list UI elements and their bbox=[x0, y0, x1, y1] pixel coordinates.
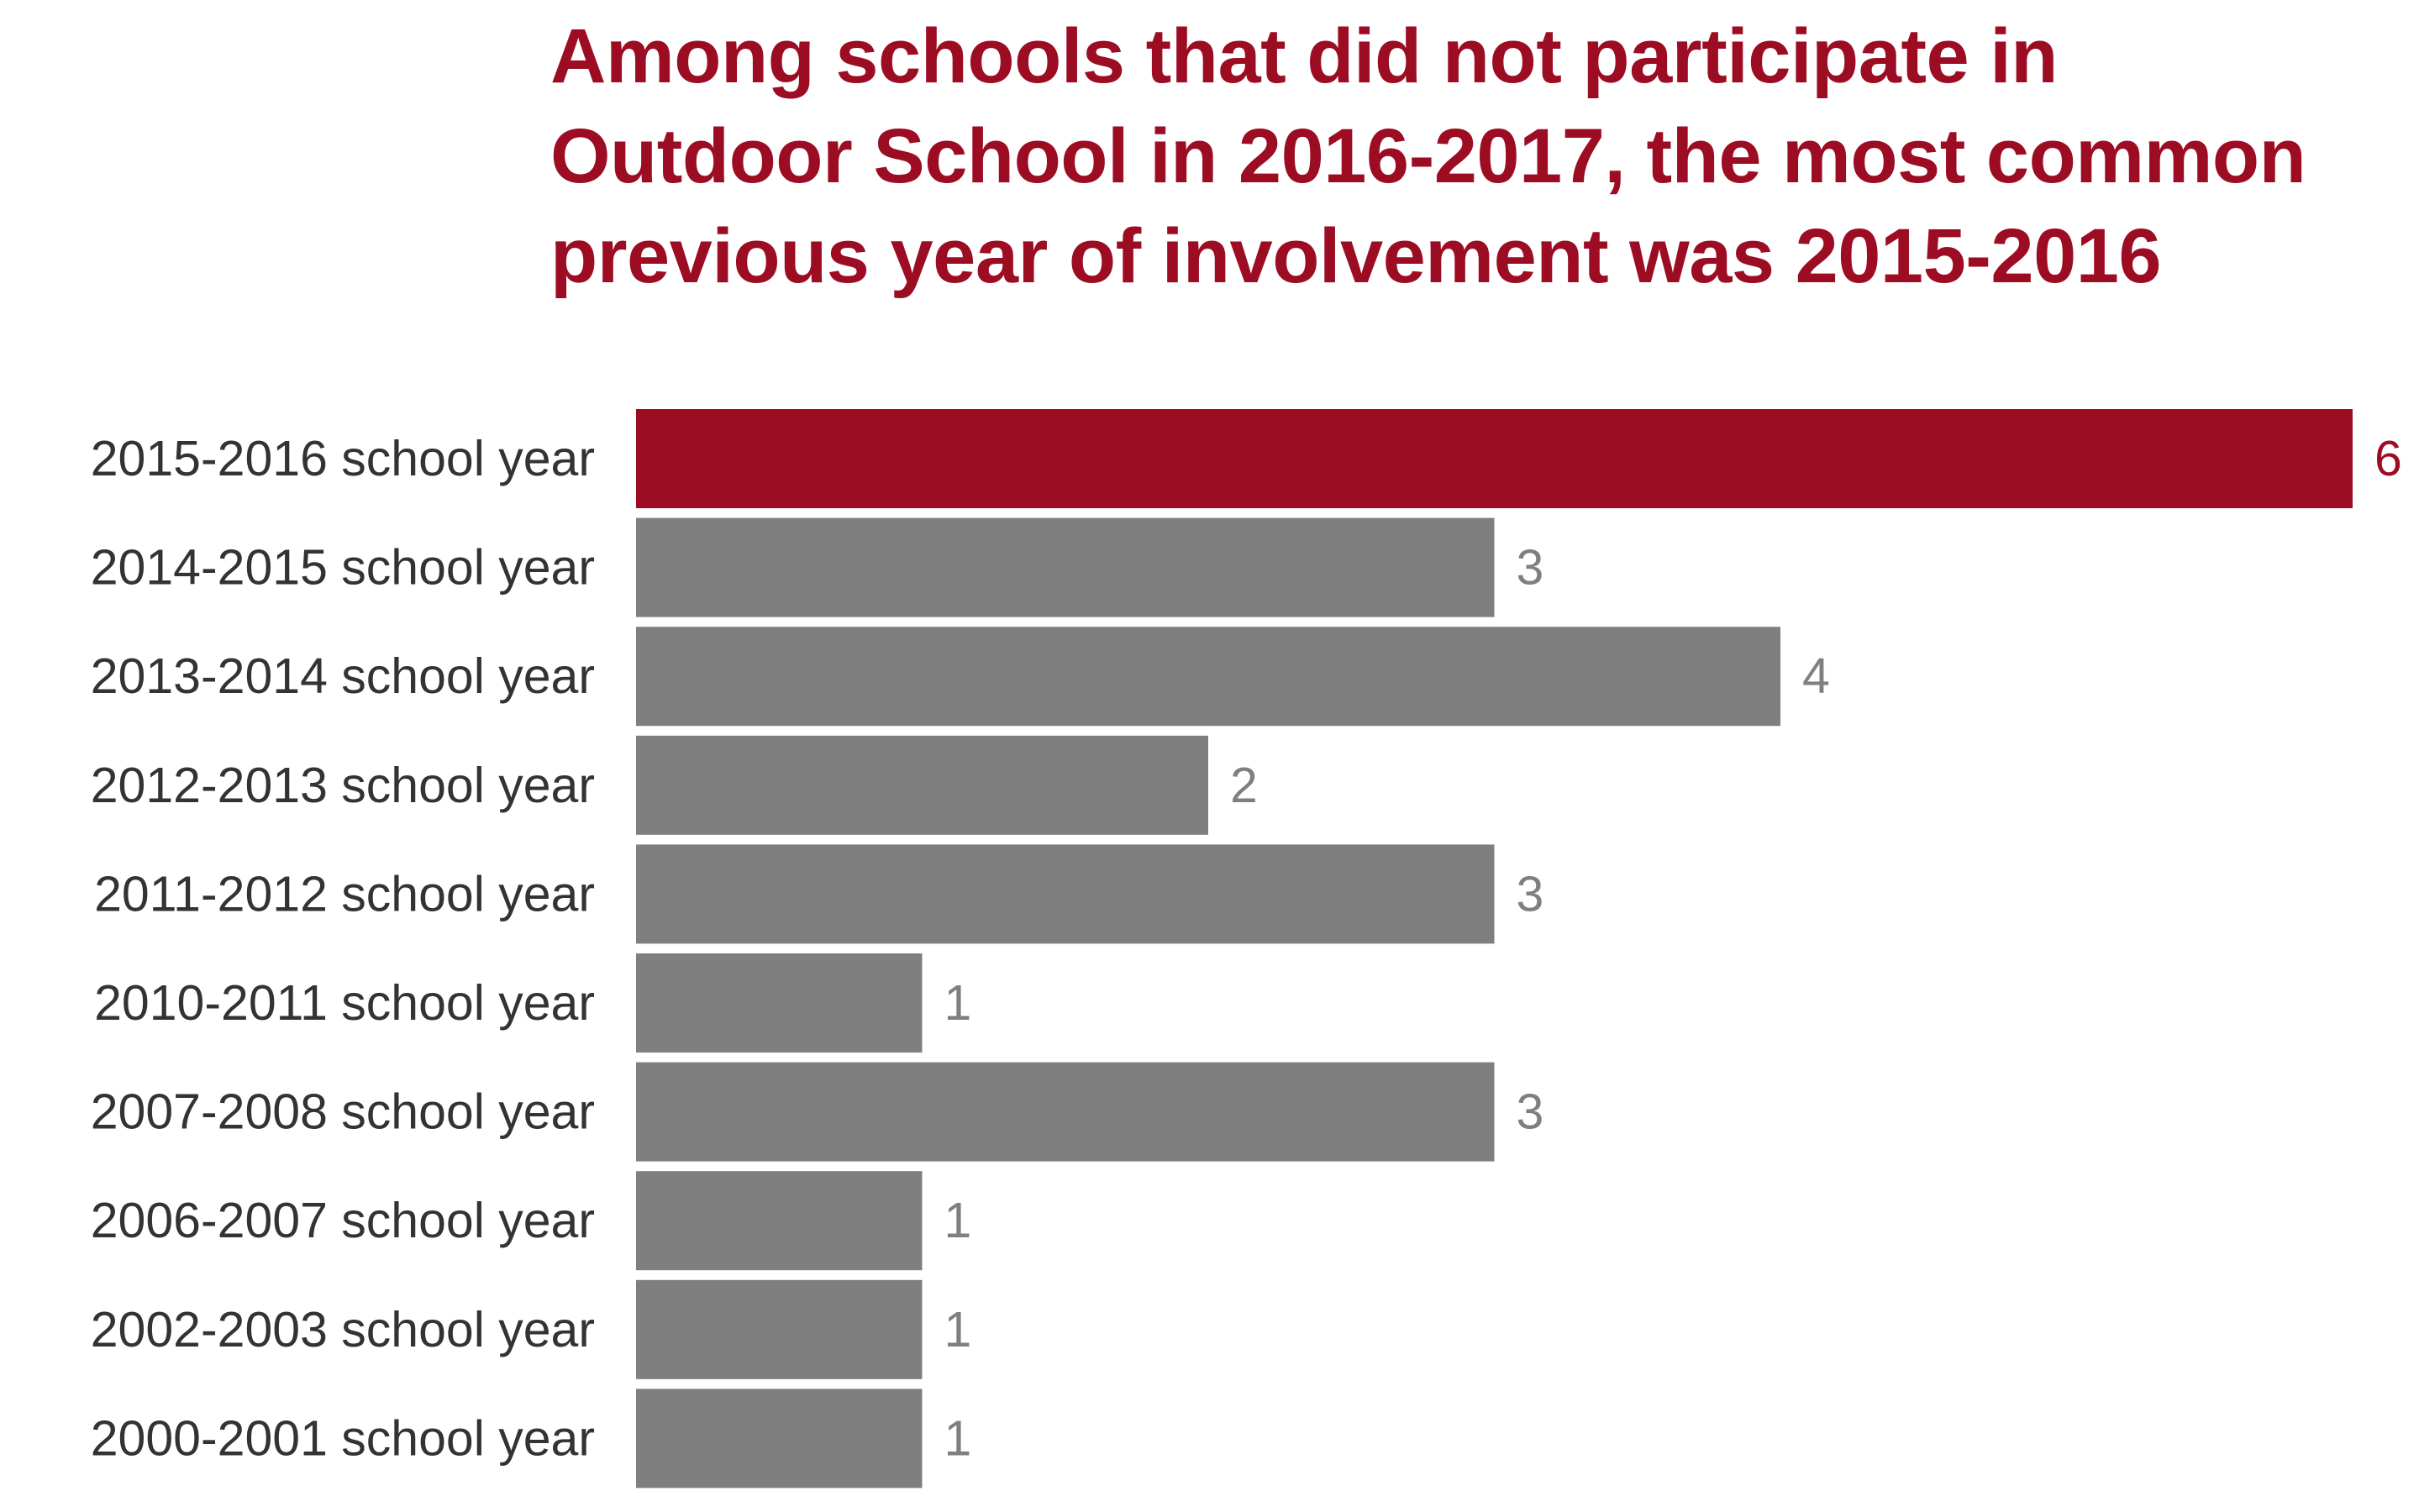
value-label: 4 bbox=[1802, 648, 1830, 704]
bar bbox=[636, 1062, 1495, 1162]
category-labels: 2015-2016 school year 2014-2015 school ye… bbox=[91, 431, 595, 1466]
category-label: 2014-2015 school year bbox=[91, 540, 595, 596]
bar bbox=[636, 517, 1495, 617]
category-label: 2006-2007 school year bbox=[91, 1193, 595, 1248]
bar bbox=[636, 1171, 923, 1271]
category-label: 2007-2008 school year bbox=[91, 1084, 595, 1140]
category-label: 2015-2016 school year bbox=[91, 431, 595, 486]
bars-layer bbox=[636, 409, 2353, 1488]
value-label: 3 bbox=[1517, 540, 1544, 596]
bar bbox=[636, 627, 1780, 727]
value-label: 3 bbox=[1517, 1084, 1544, 1140]
chart-title: Among schools that did not participate i… bbox=[550, 13, 2306, 299]
bar bbox=[636, 1389, 923, 1488]
value-labels: 6 3 4 2 3 1 3 1 1 1 bbox=[944, 431, 2402, 1466]
category-label: 2012-2013 school year bbox=[91, 758, 595, 813]
bar bbox=[636, 409, 2353, 508]
value-label: 2 bbox=[1230, 758, 1258, 813]
bar bbox=[636, 953, 923, 1053]
category-label: 2010-2011 school year bbox=[94, 975, 595, 1031]
category-label: 2002-2003 school year bbox=[91, 1302, 595, 1357]
value-label: 3 bbox=[1517, 866, 1544, 921]
category-label: 2011-2012 school year bbox=[94, 866, 595, 921]
value-label: 1 bbox=[944, 1302, 972, 1357]
value-label: 1 bbox=[944, 1410, 972, 1466]
bar bbox=[636, 735, 1208, 835]
category-label: 2013-2014 school year bbox=[91, 648, 595, 704]
bar bbox=[636, 1279, 923, 1379]
value-label: 6 bbox=[2374, 431, 2402, 486]
value-label: 1 bbox=[944, 975, 972, 1031]
bar bbox=[636, 844, 1495, 944]
category-label: 2000-2001 school year bbox=[91, 1410, 595, 1466]
value-label: 1 bbox=[944, 1193, 972, 1248]
